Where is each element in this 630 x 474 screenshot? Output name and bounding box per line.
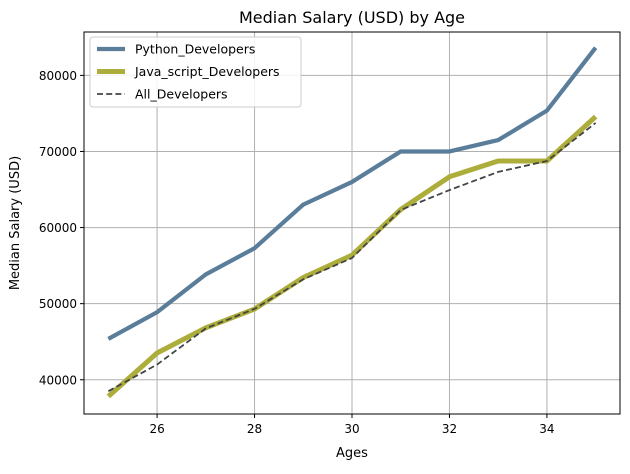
series-line-0 (107, 46, 598, 341)
y-tick-label: 50000 (39, 297, 77, 311)
series-lines (106, 46, 598, 399)
legend: Python_Developers Java_script_Developers A… (89, 36, 302, 108)
x-tick-label: 34 (539, 422, 554, 436)
series-line-1 (106, 114, 598, 399)
y-axis-label: Median Salary (USD) (8, 156, 23, 290)
y-tick-label: 70000 (39, 145, 77, 159)
chart-title: Median Salary (USD) by Age (239, 8, 465, 27)
y-tick-label: 60000 (39, 221, 77, 235)
legend-label-1: Java_script_Developers (134, 64, 280, 79)
x-axis-label: Ages (336, 446, 368, 461)
legend-label-0: Python_Developers (135, 42, 255, 57)
x-tick-label: 32 (442, 422, 457, 436)
series-line-2 (107, 122, 597, 392)
legend-box (89, 36, 302, 108)
y-tick-label: 40000 (39, 373, 77, 387)
x-tick-label: 28 (247, 422, 262, 436)
legend-label-2: All_Developers (135, 87, 228, 102)
grid (84, 32, 620, 414)
ticks: 26 28 30 32 34 40000 50000 60000 70000 80000 (39, 69, 555, 436)
x-tick-label: 26 (149, 422, 164, 436)
x-tick-label: 30 (344, 422, 359, 436)
legend-entries: Python_Developers Java_script_Developers A… (97, 42, 280, 102)
y-tick-label: 80000 (39, 69, 77, 83)
